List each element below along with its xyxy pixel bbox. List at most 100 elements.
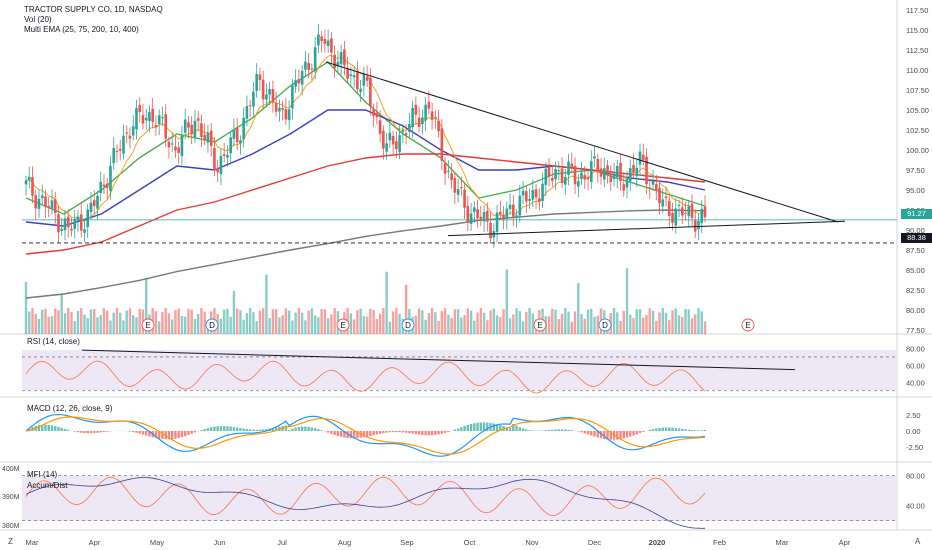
macd-histogram-bar [525, 429, 528, 431]
macd-histogram-bar [586, 431, 590, 435]
candle-body [83, 229, 86, 233]
candle-body [323, 38, 327, 44]
macd-histogram-bar [521, 428, 525, 431]
candle-body [239, 140, 242, 144]
volume-bar [200, 308, 203, 334]
volume-bar [404, 284, 408, 334]
candle-body [294, 80, 297, 87]
volume-bar [102, 308, 106, 334]
candle-body [57, 214, 60, 233]
candle-body [615, 165, 619, 178]
candle-body [635, 167, 639, 177]
macd-histogram-bar [252, 429, 255, 431]
candle-body [654, 184, 658, 192]
volume-bar [629, 314, 632, 334]
macd-legend: MACD (12, 26, close, 9) [27, 404, 113, 413]
macd-histogram-bar [297, 426, 301, 431]
candle-body [300, 71, 304, 85]
candle-body [76, 216, 80, 221]
volume-bar [690, 318, 694, 334]
candle-body [508, 204, 512, 209]
volume-bar [128, 308, 132, 334]
macd-histogram-bar [469, 423, 473, 431]
volume-bar [655, 320, 658, 334]
candle-body [505, 208, 509, 219]
macd-histogram-bar [593, 431, 596, 437]
macd-histogram-bar [219, 426, 223, 431]
macd-histogram-bar [430, 431, 434, 436]
volume-bar [112, 312, 115, 334]
macd-histogram-bar [590, 431, 593, 436]
macd-histogram-bar [141, 431, 145, 435]
volume-bar [668, 320, 671, 334]
macd-histogram-bar [427, 431, 431, 436]
candle-body [538, 198, 541, 202]
macd-histogram-bar [690, 429, 694, 431]
volume-bar [317, 317, 320, 334]
candle-body [690, 203, 694, 219]
macd-histogram-bar [622, 431, 625, 439]
macd-histogram-bar [388, 431, 392, 433]
candle-body [661, 199, 665, 207]
volume-bar [531, 313, 535, 334]
volume-bar [333, 308, 336, 334]
candle-body [268, 89, 271, 95]
candle-body [525, 191, 528, 202]
macd-histogram-bar [154, 431, 158, 439]
volume-bar [547, 316, 551, 334]
macd-histogram-bar [216, 426, 219, 431]
candle-body [495, 212, 499, 232]
candle-body [115, 151, 119, 153]
macd-histogram-bar [226, 426, 229, 431]
candle-body [531, 190, 535, 200]
candle-body [66, 216, 70, 228]
time-axis-label: Mar [26, 538, 39, 547]
macd-histogram-bar [232, 427, 236, 431]
macd-histogram-bar [703, 429, 707, 431]
candle-body [602, 168, 606, 180]
macd-histogram-bar [261, 429, 265, 431]
candle-body [258, 74, 262, 81]
candle-body [489, 222, 492, 239]
volume-bar [70, 312, 73, 334]
macd-histogram-bar [96, 431, 99, 433]
price-axis-tick: 77.50 [906, 326, 925, 335]
macd-histogram-bar [492, 423, 496, 431]
macd-histogram-bar [554, 429, 557, 431]
event-marker [205, 318, 219, 332]
macd-histogram-bar [414, 431, 418, 435]
volume-bar [486, 320, 489, 334]
macd-histogram-bar [291, 428, 294, 431]
volume-bar [453, 309, 457, 334]
candle-body [606, 165, 609, 173]
macd-histogram-bar [41, 424, 44, 431]
volume-bar [28, 311, 31, 334]
macd-histogram-bar [551, 429, 554, 431]
macd-histogram-bar [76, 431, 80, 433]
volume-bar [551, 308, 554, 334]
candle-body [450, 173, 453, 181]
macd-histogram-bar [668, 427, 671, 431]
volume-bar [119, 312, 122, 334]
volume-bar [489, 310, 492, 334]
auto-scale-button[interactable]: A [915, 537, 921, 546]
macd-histogram-bar [583, 431, 586, 434]
candle-body [632, 164, 635, 174]
candle-body [274, 102, 278, 112]
macd-histogram-bar [369, 431, 372, 436]
volume-bar [456, 309, 460, 334]
candle-body [317, 34, 320, 46]
macd-histogram-bar [44, 424, 47, 431]
candle-body [297, 79, 301, 84]
volume-bar [622, 310, 625, 334]
macd-histogram-bar [694, 430, 697, 431]
volume-bar [593, 316, 596, 334]
volume-bar [265, 274, 268, 334]
candle-body [596, 158, 600, 172]
volume-bar [54, 308, 57, 334]
volume-bar [183, 316, 187, 334]
macd-histogram-bar [385, 431, 388, 433]
volume-bar [138, 309, 141, 334]
timezone-corner-button[interactable]: Z [8, 537, 13, 546]
macd-histogram-bar [674, 427, 677, 431]
